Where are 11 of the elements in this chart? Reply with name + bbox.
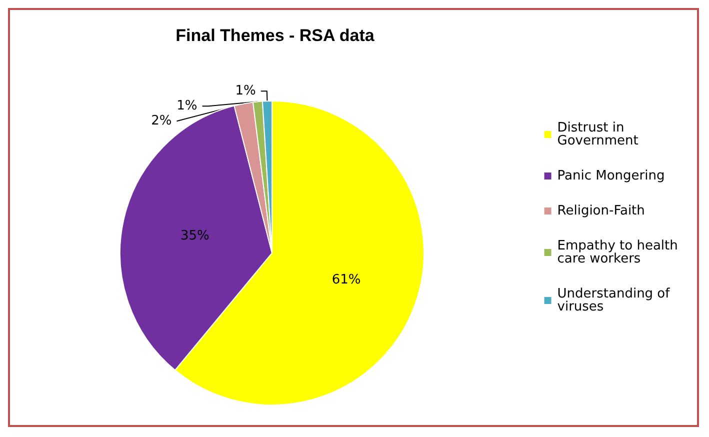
legend-label: Panic Mongering (557, 168, 665, 184)
legend-label: Distrust in Government (557, 120, 638, 148)
legend-label: Religion-Faith (557, 204, 645, 218)
data-label: 1% (176, 98, 198, 114)
legend-label: Understanding of viruses (557, 286, 674, 314)
data-label: 2% (151, 114, 172, 129)
data-label: 61% (332, 272, 361, 288)
legend-label: Empathy to health care workers (557, 238, 682, 266)
data-label: 35% (180, 228, 210, 244)
data-label: 1% (235, 84, 256, 99)
chart-title: Final Themes - RSA data (176, 26, 375, 45)
